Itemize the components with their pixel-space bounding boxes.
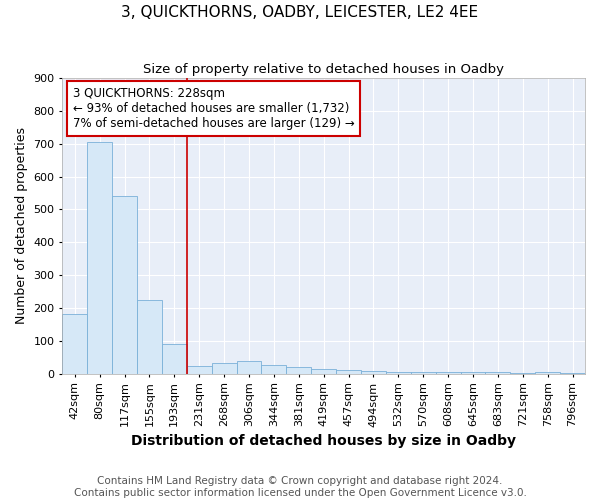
Text: 3 QUICKTHORNS: 228sqm
← 93% of detached houses are smaller (1,732)
7% of semi-de: 3 QUICKTHORNS: 228sqm ← 93% of detached … (73, 87, 355, 130)
Bar (461, 372, 485, 374)
Bar (311, 369, 336, 374)
Text: 3, QUICKTHORNS, OADBY, LEICESTER, LE2 4EE: 3, QUICKTHORNS, OADBY, LEICESTER, LE2 4E… (121, 5, 479, 20)
Bar (162, 344, 187, 374)
Bar (87, 142, 112, 374)
Text: Contains HM Land Registry data © Crown copyright and database right 2024.
Contai: Contains HM Land Registry data © Crown c… (74, 476, 526, 498)
Bar (187, 366, 212, 374)
Bar (212, 364, 236, 374)
Bar (361, 371, 386, 374)
Bar (336, 370, 361, 374)
Bar (386, 372, 411, 374)
Bar (112, 196, 137, 374)
Bar (511, 373, 535, 374)
Bar (485, 372, 511, 374)
Bar (137, 300, 162, 374)
Bar (62, 314, 87, 374)
Bar (236, 360, 262, 374)
X-axis label: Distribution of detached houses by size in Oadby: Distribution of detached houses by size … (131, 434, 516, 448)
Bar (560, 373, 585, 374)
Bar (262, 364, 286, 374)
Bar (411, 372, 436, 374)
Bar (535, 372, 560, 374)
Bar (436, 372, 461, 374)
Title: Size of property relative to detached houses in Oadby: Size of property relative to detached ho… (143, 62, 504, 76)
Y-axis label: Number of detached properties: Number of detached properties (15, 128, 28, 324)
Bar (286, 367, 311, 374)
